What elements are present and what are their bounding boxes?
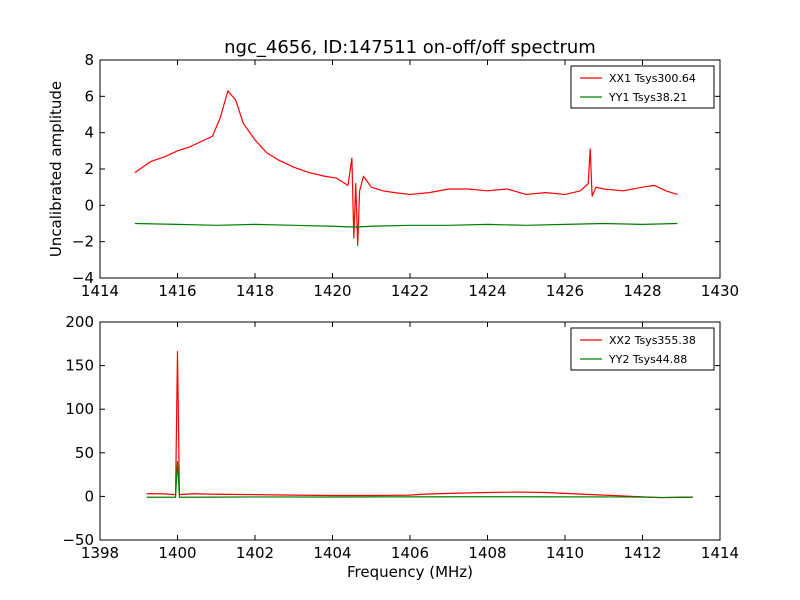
series-group [134, 90, 678, 246]
x-tick-label: 1426 [546, 282, 584, 300]
x-tick-label: 1422 [391, 282, 429, 300]
y-tick-label: 200 [65, 313, 94, 331]
x-tick-label: 1430 [701, 282, 739, 300]
legend: XX2 Tsys355.38 YY2 Tsys44.88 [570, 327, 715, 371]
y-tick-label: 0 [84, 196, 94, 214]
x-tick-label: 1420 [313, 282, 351, 300]
x-tick-label: 1414 [81, 282, 119, 300]
y-tick-label: −2 [72, 233, 94, 251]
x-tick-label: 1418 [236, 282, 274, 300]
legend-box [570, 65, 715, 109]
y-tick-label: 0 [84, 487, 94, 505]
y-tick-label: 150 [65, 357, 94, 375]
x-tick-label: 1410 [546, 544, 584, 562]
x-tick-label: 1408 [468, 544, 506, 562]
bottom-spectrum-panel: 1398 1400 1402 1404 1406 1408 1410 1412 1414 −50 0… [62, 313, 739, 581]
legend-entry-label: YY1 Tsys38.21 [608, 91, 687, 104]
series-group [146, 351, 693, 499]
x-axis-label: Frequency (MHz) [347, 563, 473, 581]
y-tick-label: 4 [84, 124, 94, 142]
y-tick-label: 6 [84, 87, 94, 105]
y-tick-label: 50 [75, 444, 94, 462]
x-tick-label: 1402 [236, 544, 274, 562]
y-tick-label: −4 [72, 269, 94, 287]
x-tick-label: 1414 [701, 544, 739, 562]
legend-entry-label: XX1 Tsys300.64 [609, 72, 696, 85]
x-tick-label: 1400 [158, 544, 196, 562]
x-tick-label: 1404 [313, 544, 351, 562]
x-tick-label: 1416 [158, 282, 196, 300]
legend-entry-label: XX2 Tsys355.38 [609, 334, 696, 347]
top-spectrum-panel: 1414 1416 1418 1420 1422 1424 1426 1428 1430 −4 −2… [47, 37, 739, 300]
x-tick-label: 1398 [81, 544, 119, 562]
legend: XX1 Tsys300.64 YY1 Tsys38.21 [570, 65, 715, 109]
x-tick-label: 1406 [391, 544, 429, 562]
y-axis-label: Uncalibrated amplitude [47, 81, 65, 257]
legend-box [570, 327, 715, 371]
x-tick-label: 1424 [468, 282, 506, 300]
series-line-yy2 [146, 460, 693, 499]
series-line-xx1 [134, 90, 678, 246]
series-line-yy1 [134, 222, 678, 228]
y-tick-label: 2 [84, 160, 94, 178]
y-tick-label: −50 [62, 531, 94, 549]
y-tick-label: 100 [65, 400, 94, 418]
legend-entry-label: YY2 Tsys44.88 [608, 353, 687, 366]
x-tick-label: 1428 [623, 282, 661, 300]
chart-title: ngc_4656, ID:147511 on-off/off spectrum [224, 37, 596, 58]
y-tick-label: 8 [84, 51, 94, 69]
x-tick-label: 1412 [623, 544, 661, 562]
